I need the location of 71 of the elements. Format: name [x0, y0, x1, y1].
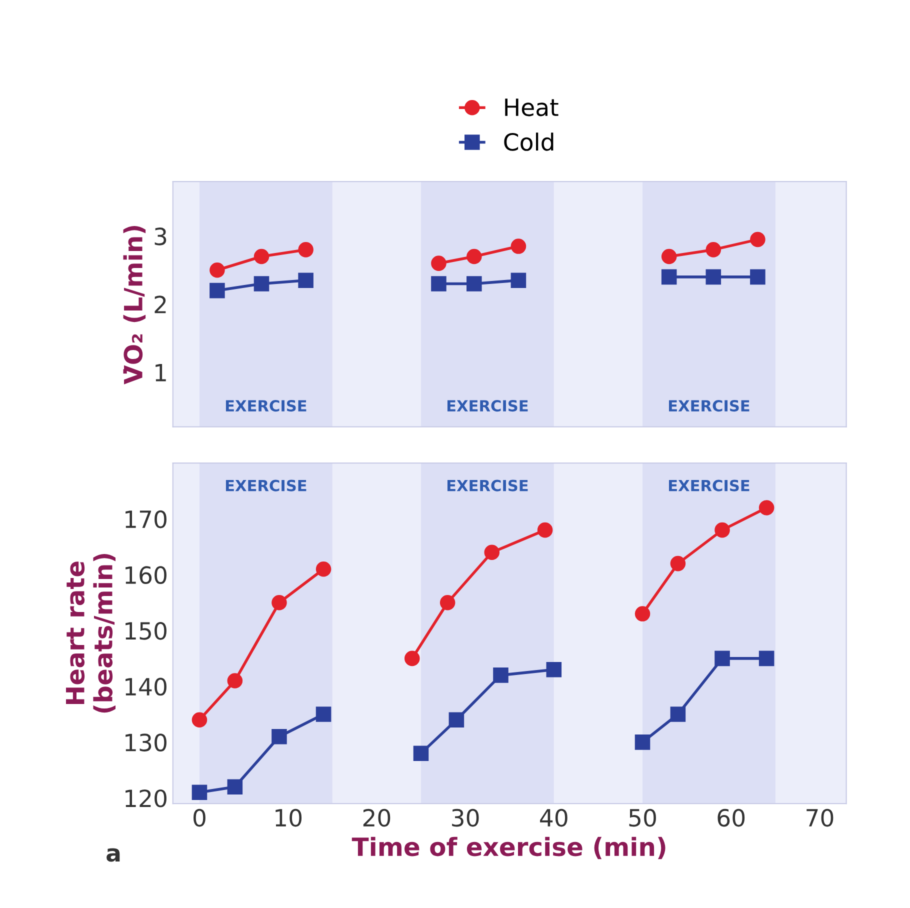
legend-label: Heat [505, 98, 558, 116]
point [758, 650, 774, 666]
point [484, 544, 500, 560]
x-tick-label: 20 [363, 808, 390, 827]
point [661, 248, 677, 264]
x-tick-label: 50 [629, 808, 656, 827]
point [192, 784, 208, 800]
point [750, 269, 766, 285]
text: a [106, 848, 120, 862]
point [227, 779, 243, 794]
point [210, 262, 225, 278]
band-label: EXERCISE [226, 480, 306, 492]
band-label: EXERCISE [447, 400, 528, 412]
point [750, 232, 766, 248]
point [466, 276, 482, 292]
point [714, 650, 730, 666]
point [192, 712, 208, 728]
point [413, 746, 429, 761]
point [440, 594, 456, 610]
y-axis-title: V̇O₂ (L/min) [123, 226, 146, 384]
x-tick-label: 10 [276, 808, 302, 827]
point [510, 238, 526, 254]
y-tick-label: 170 [126, 510, 166, 528]
point [510, 272, 526, 288]
x-tick-label: 0 [194, 808, 206, 827]
band-label: EXERCISE [668, 400, 750, 412]
point [227, 673, 243, 688]
band-label: EXERCISE [447, 480, 528, 492]
y-tick-label: 150 [126, 622, 166, 640]
band-label: EXERCISE [226, 400, 306, 412]
point [316, 562, 332, 577]
point [466, 248, 482, 264]
y-tick-label: 120 [126, 789, 166, 808]
point [546, 662, 562, 678]
point [634, 734, 650, 750]
point [706, 242, 722, 258]
point [758, 500, 774, 516]
point [670, 706, 686, 722]
x-tick-label: 40 [540, 808, 568, 827]
y-tick-label: 1 [156, 364, 166, 382]
y-tick-label: 130 [126, 734, 166, 752]
point [661, 269, 677, 285]
x-tick-label: 60 [718, 808, 745, 827]
point [714, 522, 730, 538]
point [272, 594, 287, 610]
y-tick-label: 160 [126, 566, 166, 584]
y-tick-label: 140 [126, 678, 166, 696]
point [316, 706, 332, 722]
point [706, 269, 722, 285]
point [537, 522, 553, 538]
point [448, 712, 464, 728]
point [404, 650, 420, 666]
x-tick-label: 30 [452, 808, 479, 827]
band-label: EXERCISE [668, 480, 750, 492]
legend-label: Cold [504, 132, 554, 151]
y-tick-label: 2 [154, 296, 166, 314]
point [254, 276, 270, 292]
point [298, 272, 314, 288]
point [431, 276, 446, 292]
point [298, 242, 314, 258]
point [493, 668, 508, 683]
point [670, 556, 686, 572]
x-tick-label: 70 [806, 808, 834, 827]
point [431, 256, 446, 271]
x-axis-title: Time of exercise (min) [352, 836, 666, 860]
point [272, 728, 287, 744]
y-axis-title: Heart rate (beats/min) [66, 554, 116, 713]
point [634, 606, 650, 622]
y-tick-label: 3 [154, 228, 166, 246]
point [254, 248, 270, 264]
point [210, 282, 225, 298]
